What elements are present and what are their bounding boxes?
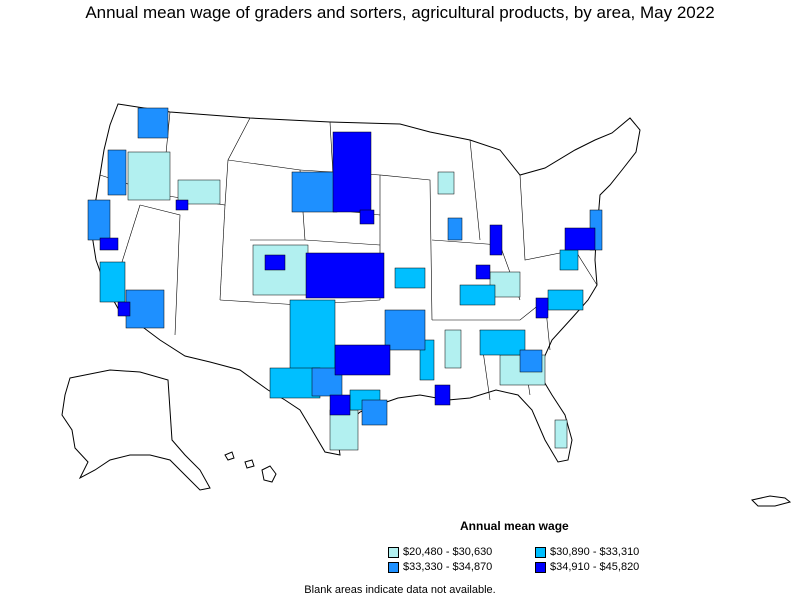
legend-label-tier4: $34,910 - $45,820 [550,561,640,573]
legend-swatch-tier3 [388,561,399,573]
legend-label-tier1: $20,480 - $30,630 [403,546,493,558]
legend-item-tier1: $20,480 - $30,630 [388,546,492,558]
tier2-areas [99,249,584,411]
alaska-outline [61,369,211,491]
legend-item-tier3: $33,330 - $34,870 [388,561,492,573]
legend-item-tier2: $30,890 - $33,310 [535,546,639,558]
tier4-areas [99,131,596,416]
puerto-rico-outline [751,495,792,507]
legend-swatch-tier1 [388,546,399,558]
legend-swatch-tier2 [535,546,546,558]
footnote: Blank areas indicate data not available. [304,584,496,596]
legend-swatch-tier4 [535,561,546,573]
legend-label-tier2: $30,890 - $33,310 [550,546,640,558]
legend-label-tier3: $33,330 - $34,870 [403,561,493,573]
hawaii-outline [224,451,277,483]
legend-item-tier4: $34,910 - $45,820 [535,561,639,573]
tier3-areas [87,107,603,426]
tier1-areas [127,151,568,451]
map-title: Annual mean wage of graders and sorters,… [85,3,715,22]
legend-title: Annual mean wage [460,519,569,533]
